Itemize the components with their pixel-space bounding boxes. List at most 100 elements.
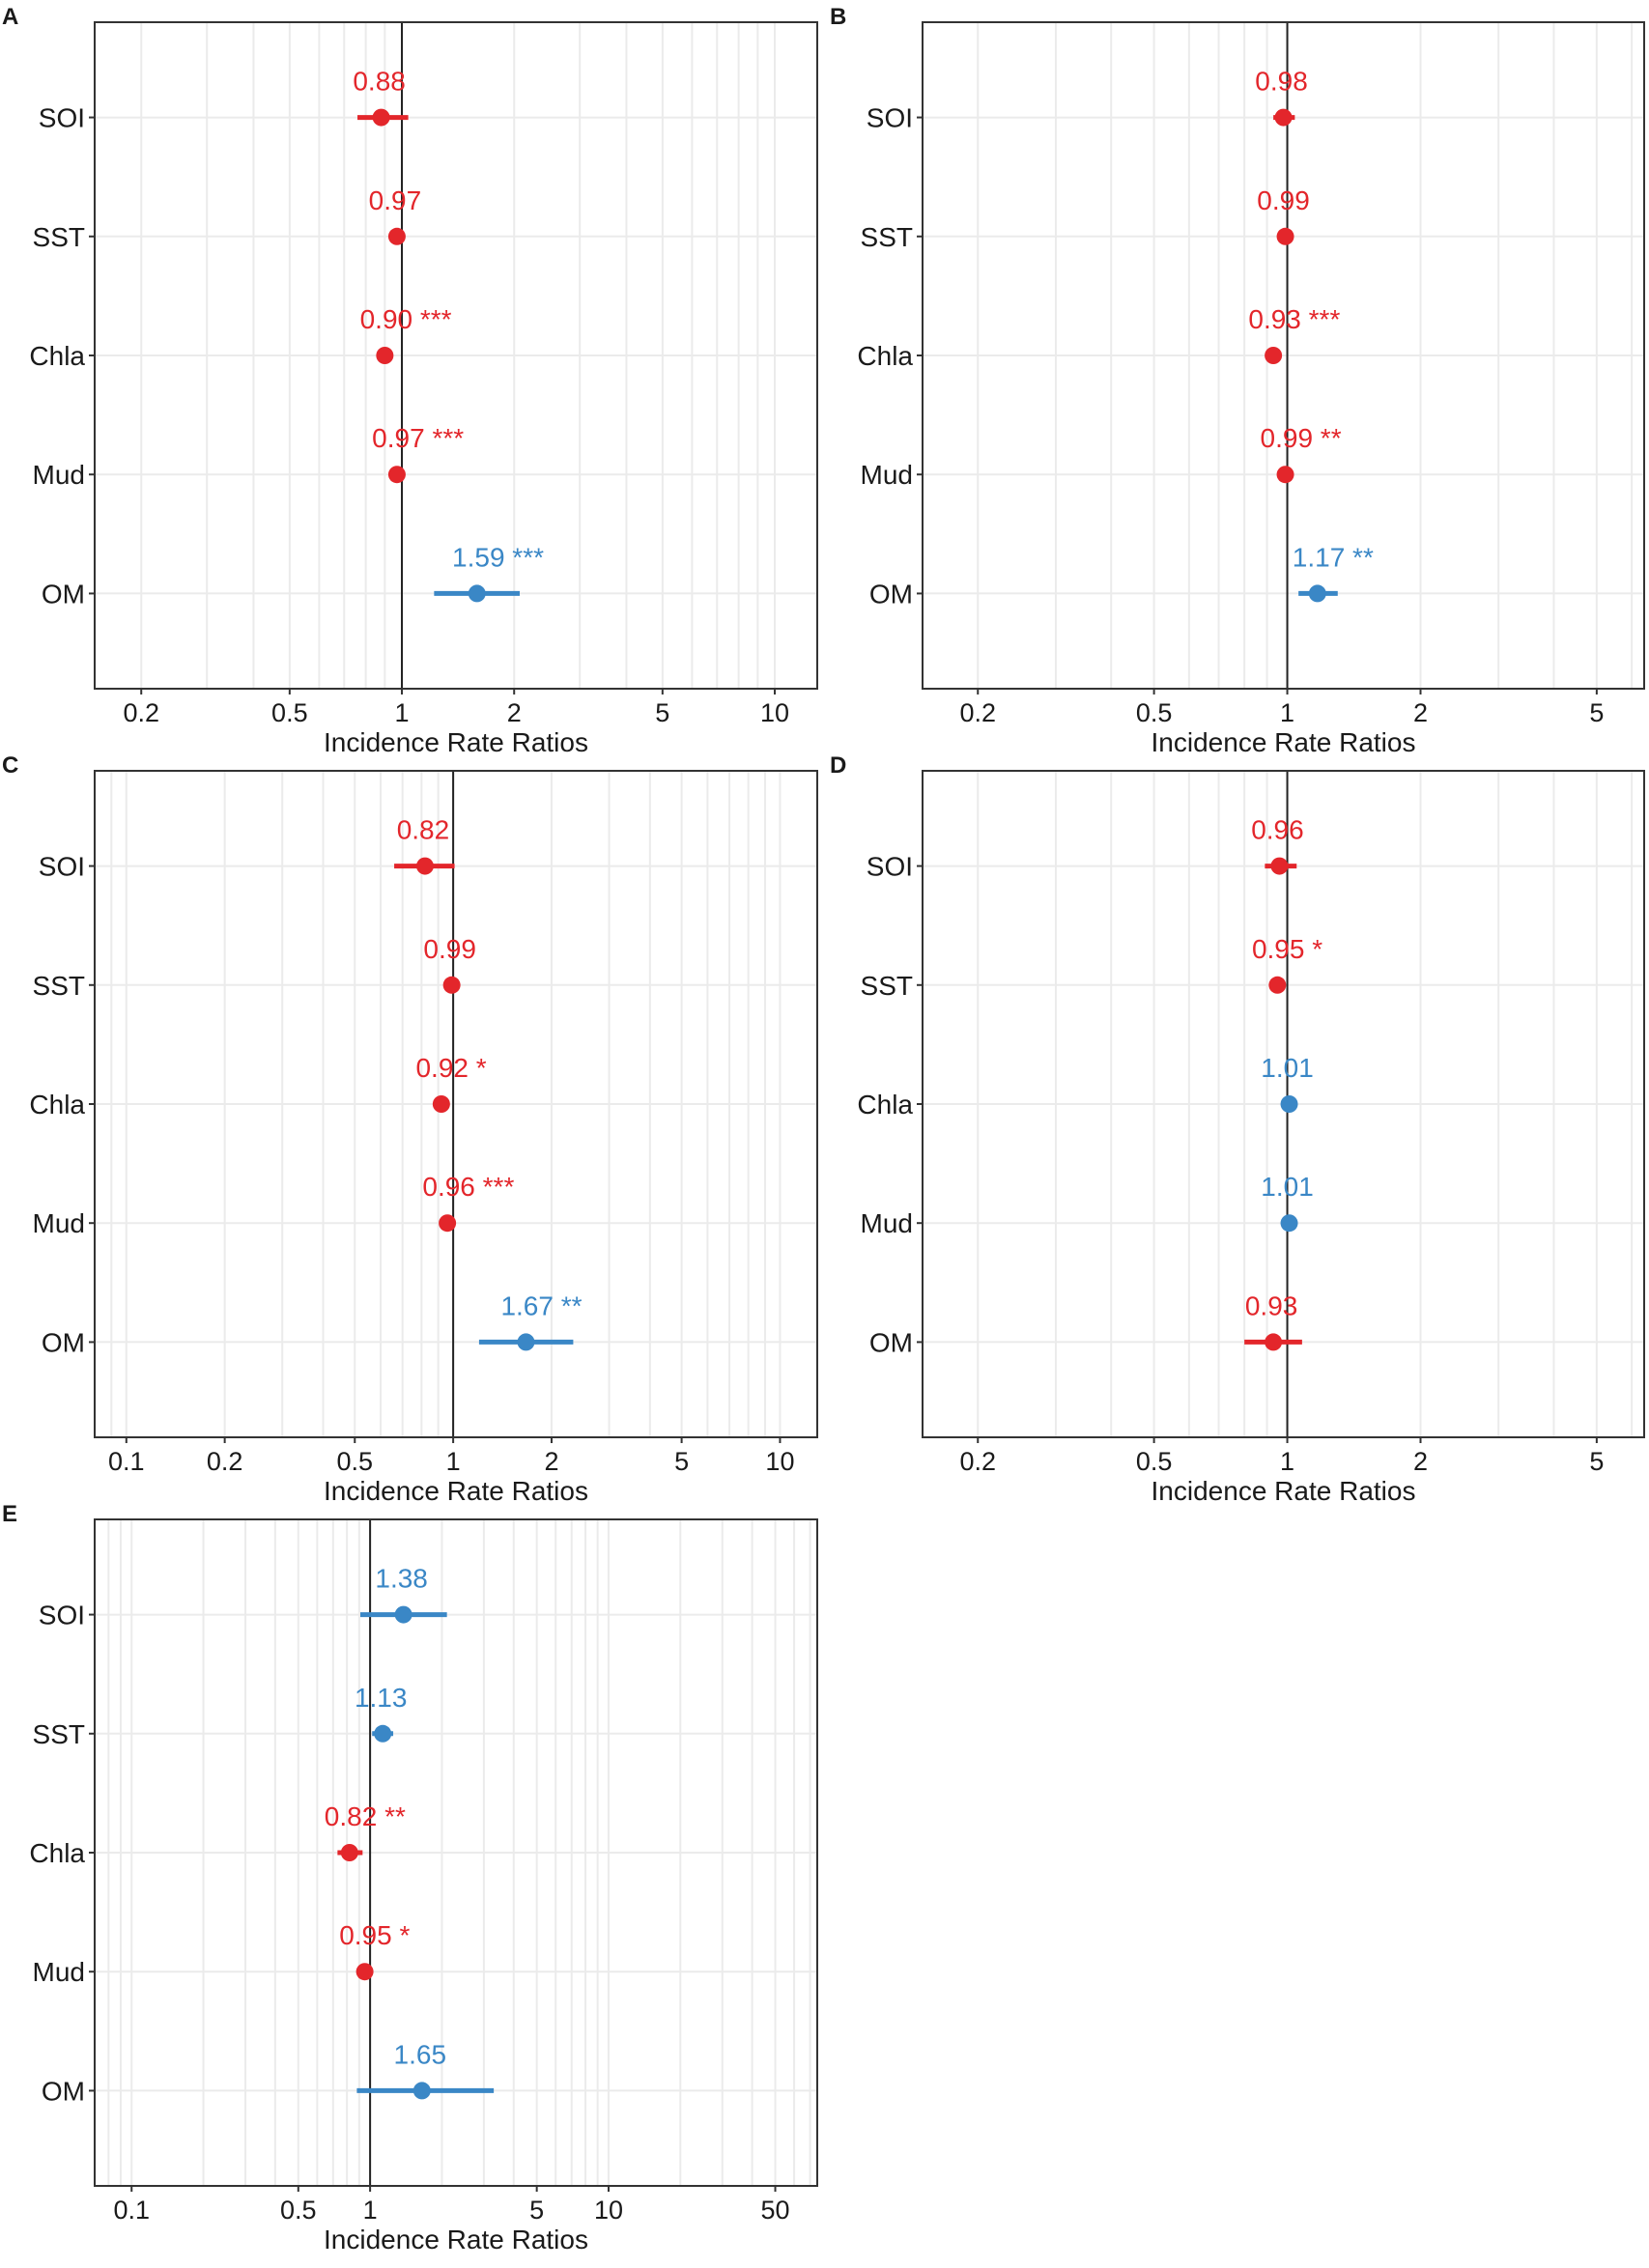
estimate-point bbox=[1280, 1095, 1298, 1113]
estimate-label: 0.99 bbox=[423, 934, 476, 964]
estimate-point bbox=[468, 584, 486, 603]
x-tick-label: 0.5 bbox=[1136, 698, 1173, 727]
estimate-point bbox=[1280, 1214, 1298, 1233]
panel-label: A bbox=[2, 4, 18, 30]
x-axis-title: Incidence Rate Ratios bbox=[324, 1476, 588, 1506]
x-tick-label: 50 bbox=[761, 2196, 790, 2225]
x-tick-label: 5 bbox=[1589, 698, 1604, 727]
estimate-label: 0.98 bbox=[1255, 67, 1308, 97]
x-tick-label: 1 bbox=[446, 1447, 461, 1476]
estimate-point bbox=[376, 347, 394, 364]
estimate-point bbox=[432, 1095, 450, 1113]
estimate-point bbox=[442, 976, 461, 994]
estimate-point bbox=[394, 1605, 412, 1624]
estimate-label: 0.82 bbox=[397, 815, 450, 845]
x-tick-label: 0.2 bbox=[959, 698, 996, 727]
x-tick-label: 5 bbox=[655, 698, 669, 727]
x-tick-label: 0.1 bbox=[113, 2196, 150, 2225]
y-category-label: SST bbox=[861, 222, 913, 252]
y-category-label: SST bbox=[861, 971, 913, 1001]
x-tick-label: 1 bbox=[395, 698, 410, 727]
y-category-label: SST bbox=[33, 971, 85, 1001]
estimate-label: 1.01 bbox=[1261, 1172, 1314, 1202]
x-tick-label: 1 bbox=[1280, 1447, 1294, 1476]
x-axis-title: Incidence Rate Ratios bbox=[1151, 1476, 1416, 1506]
estimate-point bbox=[517, 1333, 535, 1351]
estimate-point bbox=[1268, 976, 1287, 994]
panel-label: E bbox=[2, 1501, 17, 1527]
estimate-label: 0.93 bbox=[1245, 1290, 1298, 1320]
y-category-label: Chla bbox=[857, 1090, 913, 1120]
y-category-label: SST bbox=[33, 1719, 85, 1749]
y-category-label: SOI bbox=[39, 852, 85, 882]
y-category-label: Mud bbox=[33, 1208, 85, 1238]
estimate-point bbox=[1270, 857, 1289, 875]
y-category-label: OM bbox=[42, 1327, 85, 1357]
x-tick-label: 2 bbox=[544, 1447, 558, 1476]
x-tick-label: 0.2 bbox=[959, 1447, 996, 1476]
estimate-label: 0.97 bbox=[369, 185, 422, 215]
estimate-point bbox=[415, 857, 434, 875]
y-category-label: Chla bbox=[857, 341, 913, 371]
estimate-point bbox=[1276, 227, 1294, 245]
x-axis-title: Incidence Rate Ratios bbox=[1151, 727, 1416, 757]
estimate-point bbox=[439, 1214, 457, 1233]
y-category-label: Mud bbox=[33, 460, 85, 490]
x-tick-label: 2 bbox=[1413, 1447, 1428, 1476]
y-category-label: SOI bbox=[39, 103, 85, 133]
estimate-point bbox=[1276, 466, 1294, 484]
x-tick-label: 10 bbox=[765, 1447, 794, 1476]
y-category-label: SST bbox=[33, 222, 85, 252]
estimate-point bbox=[1265, 1333, 1283, 1351]
x-tick-label: 10 bbox=[760, 698, 789, 727]
x-tick-label: 1 bbox=[1280, 698, 1294, 727]
x-tick-label: 0.5 bbox=[336, 1447, 373, 1476]
x-tick-label: 1 bbox=[363, 2196, 378, 2225]
y-category-label: OM bbox=[869, 579, 913, 609]
x-tick-label: 0.2 bbox=[207, 1447, 243, 1476]
y-category-label: Mud bbox=[33, 1957, 85, 1987]
estimate-label: 1.01 bbox=[1261, 1053, 1314, 1083]
x-axis-title: Incidence Rate Ratios bbox=[324, 2225, 588, 2254]
y-category-label: Chla bbox=[29, 1838, 85, 1868]
estimate-point bbox=[387, 227, 406, 245]
y-category-label: SOI bbox=[867, 852, 913, 882]
estimate-label: 0.88 bbox=[353, 67, 406, 97]
x-tick-label: 2 bbox=[1413, 698, 1428, 727]
estimate-point bbox=[372, 108, 390, 127]
x-tick-label: 2 bbox=[507, 698, 522, 727]
x-tick-label: 0.5 bbox=[1136, 1447, 1173, 1476]
x-tick-label: 0.1 bbox=[108, 1447, 145, 1476]
panel-label: D bbox=[830, 752, 846, 779]
estimate-point bbox=[1265, 347, 1283, 364]
x-tick-label: 0.5 bbox=[280, 2196, 317, 2225]
estimate-point bbox=[412, 2082, 431, 2100]
estimate-label: 1.59 *** bbox=[452, 542, 544, 572]
x-tick-label: 5 bbox=[674, 1447, 689, 1476]
estimate-point bbox=[355, 1963, 374, 1981]
estimate-label: 0.82 ** bbox=[325, 1801, 406, 1831]
x-tick-label: 0.2 bbox=[123, 698, 159, 727]
x-axis-title: Incidence Rate Ratios bbox=[324, 727, 588, 757]
y-category-label: SOI bbox=[39, 1601, 85, 1630]
x-tick-label: 5 bbox=[529, 2196, 544, 2225]
estimate-label: 0.96 *** bbox=[422, 1172, 514, 1202]
estimate-label: 0.99 ** bbox=[1261, 423, 1342, 453]
estimate-label: 0.92 * bbox=[415, 1053, 486, 1083]
estimate-label: 0.97 *** bbox=[372, 423, 464, 453]
estimate-point bbox=[1274, 108, 1293, 127]
estimate-point bbox=[1308, 584, 1326, 603]
estimate-label: 0.96 bbox=[1251, 815, 1304, 845]
y-category-label: OM bbox=[869, 1327, 913, 1357]
estimate-label: 0.93 *** bbox=[1248, 304, 1340, 334]
x-tick-label: 0.5 bbox=[271, 698, 308, 727]
y-category-label: Mud bbox=[861, 1208, 913, 1238]
estimate-label: 1.67 ** bbox=[500, 1290, 582, 1320]
estimate-label: 1.38 bbox=[375, 1564, 428, 1594]
x-tick-label: 10 bbox=[594, 2196, 623, 2225]
y-category-label: Chla bbox=[29, 341, 85, 371]
estimate-point bbox=[340, 1844, 358, 1861]
y-category-label: OM bbox=[42, 2076, 85, 2106]
